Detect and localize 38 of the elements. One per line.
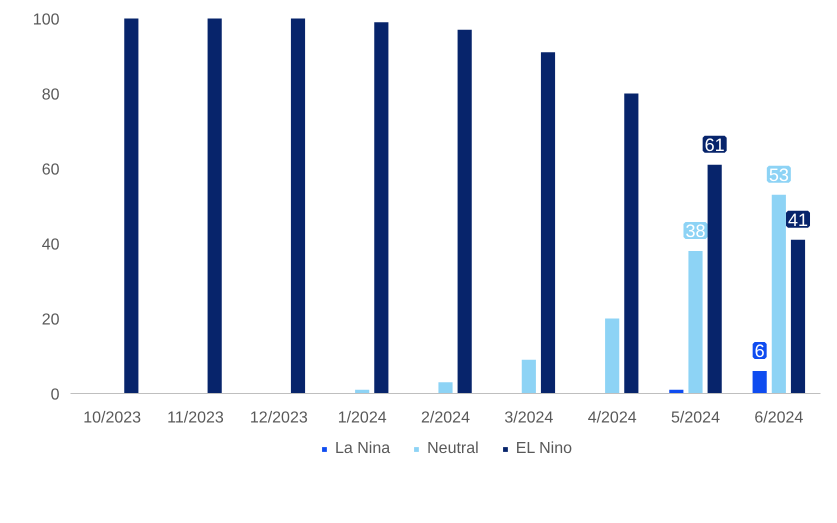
data-label: 41 [788,210,808,230]
x-tick-label: 2/2024 [421,410,470,426]
bar [290,18,306,394]
y-tick-label: 20 [42,312,60,328]
x-tick-label: 1/2024 [338,410,387,426]
bar [688,251,703,394]
y-tick-label: 60 [42,162,60,178]
bar [752,371,767,394]
bar [438,382,453,394]
data-label: 61 [704,134,725,155]
y-tick-label: 0 [50,386,60,404]
x-tick-label: 3/2024 [504,410,554,426]
bar [540,52,556,394]
x-tick-label: 12/2023 [250,410,308,426]
y-tick-label: 80 [42,86,60,104]
data-label: 38 [685,221,706,241]
data-label: 6 [754,341,765,361]
data-label: 53 [768,164,789,185]
x-tick-label: 10/2023 [83,410,142,426]
bar [208,18,222,394]
bar [374,22,388,394]
legend-label: EL Nino [516,440,572,458]
x-tick-label: 6/2024 [754,410,804,426]
bar [790,240,806,394]
x-tick-label: 11/2023 [167,410,224,426]
bar [458,30,472,394]
bar [124,18,138,394]
y-tick-label: 100 [32,12,60,28]
y-tick-label: 40 [42,236,60,254]
bar [624,94,638,394]
bar [605,318,620,394]
x-tick-label: 4/2024 [588,410,637,426]
legend-label: Neutral [427,440,479,458]
bar [522,360,536,394]
bar [708,164,722,394]
x-tick-label: 5/2024 [671,410,720,426]
legend-label: La Nina [334,440,390,458]
bar [772,194,786,394]
